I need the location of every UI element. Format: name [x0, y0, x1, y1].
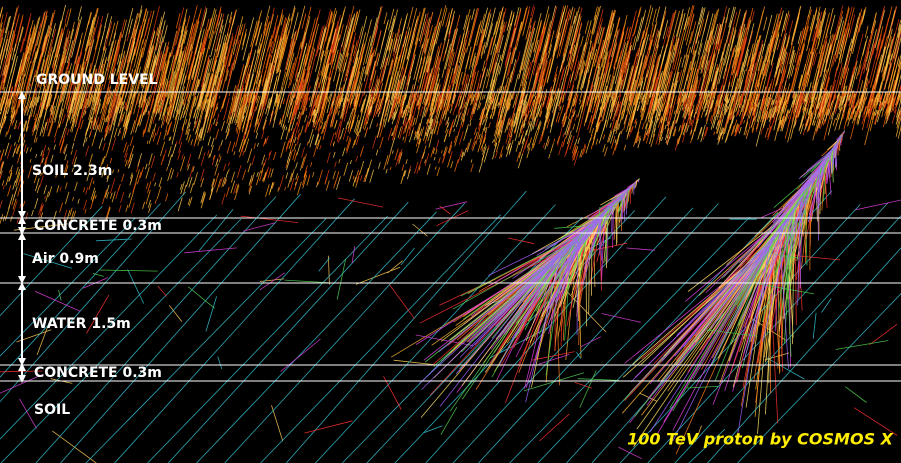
- layer-label: WATER 1.5m: [32, 316, 131, 332]
- layer-label: SOIL: [34, 402, 70, 418]
- shower-scene: GROUND LEVEL SOIL 2.3m CONCRETE 0.3m Air…: [0, 0, 901, 463]
- layer-label: Air 0.9m: [32, 251, 99, 267]
- layer-label: CONCRETE 0.3m: [34, 218, 162, 234]
- layer-label: GROUND LEVEL: [36, 72, 158, 88]
- page: {"labels": {"ground_level": "GROUND LEVE…: [0, 0, 901, 463]
- layer-label: SOIL 2.3m: [32, 163, 112, 179]
- credit: 100 TeV proton by COSMOS X: [627, 430, 894, 449]
- layer-label: CONCRETE 0.3m: [34, 365, 162, 381]
